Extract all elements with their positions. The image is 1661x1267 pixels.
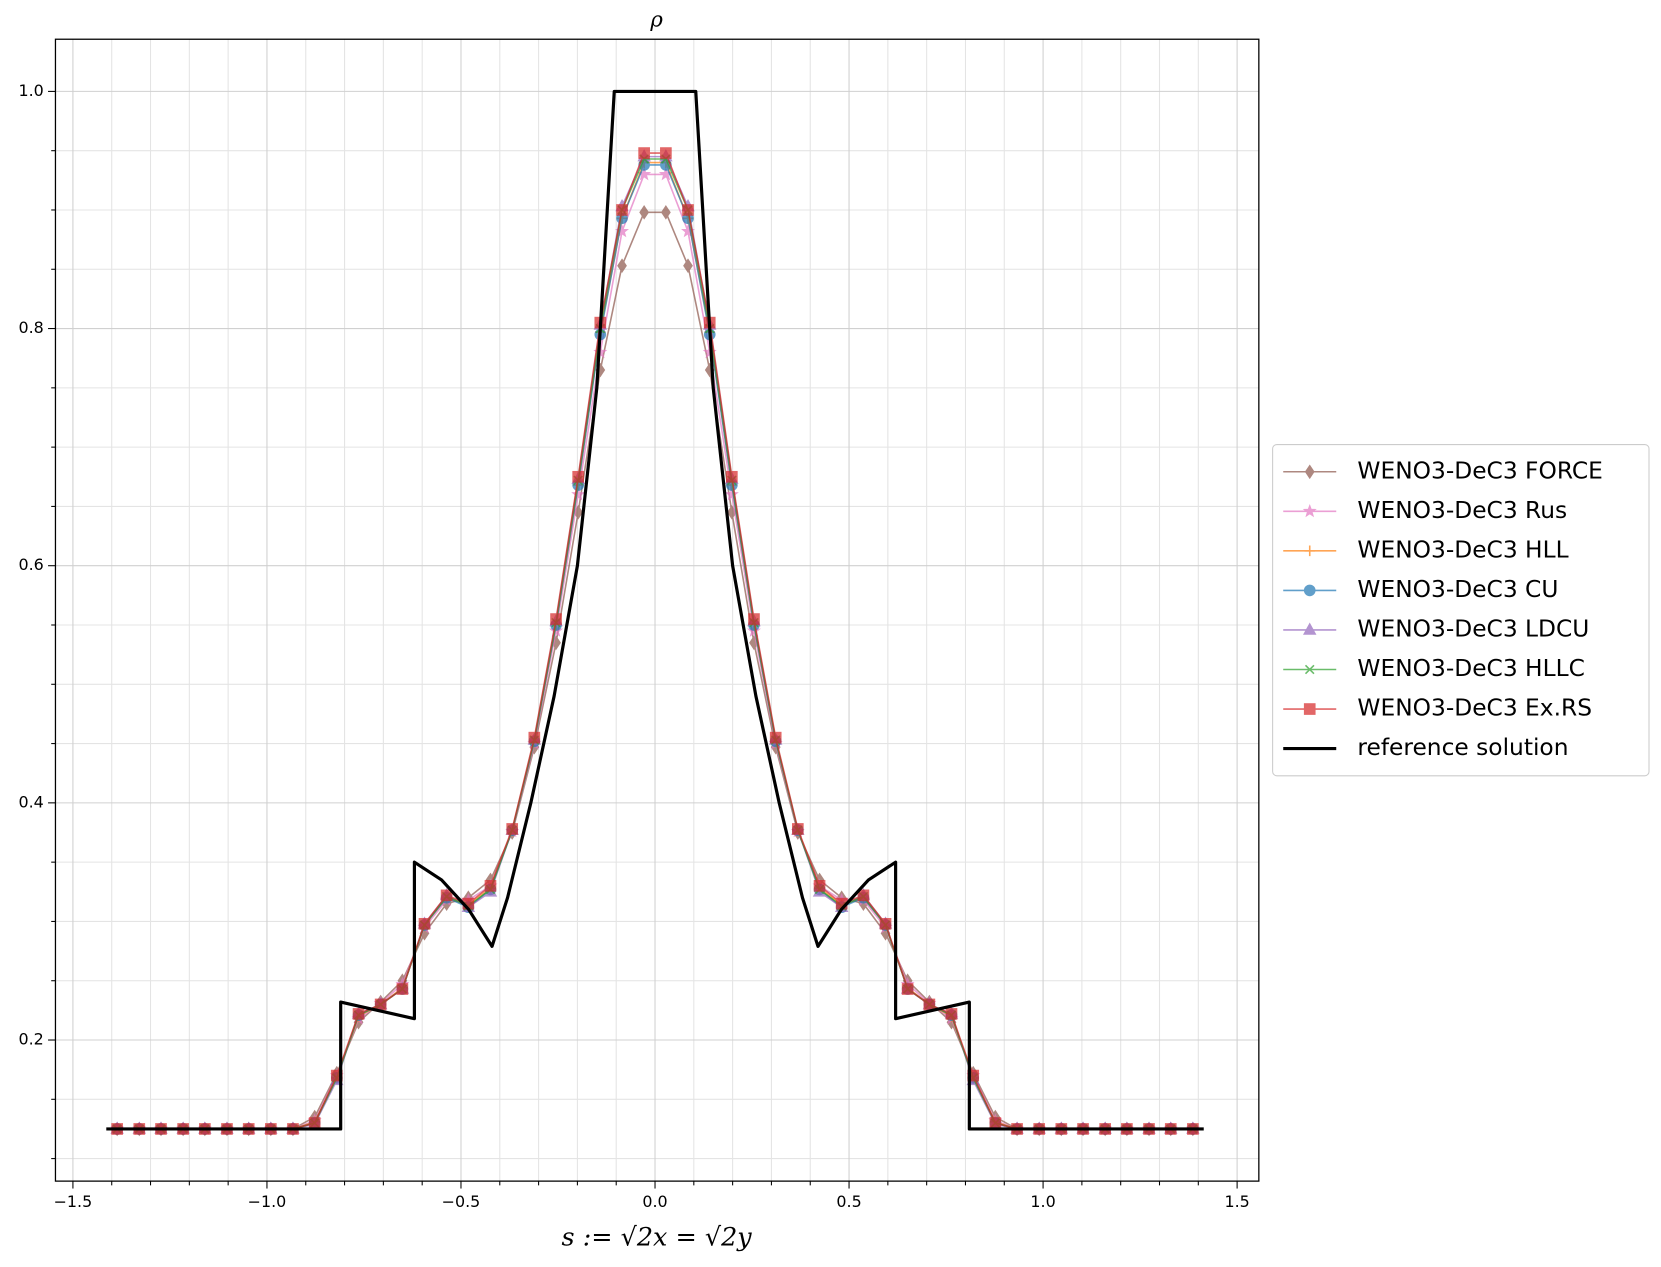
marker	[989, 1117, 1002, 1129]
marker	[352, 1008, 365, 1020]
marker	[418, 917, 431, 930]
x-tick-label: −0.5	[442, 1192, 481, 1211]
marker	[550, 613, 562, 625]
legend-item	[1283, 503, 1337, 518]
marker	[923, 998, 936, 1011]
plot-frame	[54, 38, 1260, 1182]
marker	[813, 880, 826, 892]
marker	[1302, 503, 1317, 518]
legend-item	[1283, 664, 1337, 675]
y-tick-label: 0.8	[19, 318, 44, 337]
marker	[1304, 464, 1315, 480]
marker	[638, 147, 650, 159]
legend-box	[1272, 444, 1650, 777]
legend-label: WENO3-DeC3 FORCE	[1357, 457, 1602, 484]
marker	[484, 880, 497, 892]
marker	[1304, 545, 1316, 557]
marker	[374, 998, 387, 1011]
marker	[791, 823, 804, 835]
marker	[616, 204, 628, 216]
marker	[617, 258, 627, 274]
series-line	[106, 89, 1204, 1131]
legend-label: WENO3-DeC3 HLL	[1357, 536, 1568, 563]
legend-item	[1283, 703, 1337, 715]
x-tick-label: 1.5	[1224, 1192, 1249, 1211]
marker	[572, 470, 585, 483]
marker	[857, 889, 870, 902]
legend-label: WENO3-DeC3 Rus	[1357, 497, 1567, 524]
marker	[1303, 622, 1317, 635]
marker	[660, 147, 672, 159]
y-tick-label: 0.2	[19, 1030, 44, 1049]
marker	[1303, 703, 1316, 715]
marker	[506, 823, 519, 835]
marker	[724, 487, 739, 501]
marker	[682, 204, 694, 216]
x-tick-label: 1.0	[1030, 1192, 1055, 1211]
x-axis-label: s := √2x = √2y	[562, 1221, 753, 1251]
legend-item	[1283, 622, 1337, 635]
legend-item	[1283, 545, 1337, 557]
legend-item	[1283, 464, 1337, 480]
marker	[769, 731, 782, 744]
marker	[945, 1008, 958, 1020]
marker	[440, 889, 453, 902]
marker	[1303, 584, 1316, 597]
marker	[879, 917, 892, 930]
legend-label: WENO3-DeC3 HLLC	[1357, 655, 1584, 682]
y-tick-label: 1.0	[19, 81, 44, 100]
legend-label: WENO3-DeC3 CU	[1357, 576, 1558, 603]
marker	[571, 487, 586, 501]
marker	[1304, 664, 1315, 675]
legend-label: WENO3-DeC3 Ex.RS	[1357, 695, 1592, 722]
marker	[661, 205, 671, 220]
marker	[726, 470, 738, 483]
legend-label: WENO3-DeC3 LDCU	[1357, 615, 1589, 642]
marker	[639, 205, 650, 220]
x-tick-label: −1.0	[248, 1192, 287, 1211]
marker	[308, 1117, 321, 1129]
legend-label: reference solution	[1357, 734, 1568, 761]
marker	[683, 258, 693, 274]
legend-item	[1283, 584, 1337, 597]
chart-title: ρ	[649, 7, 663, 32]
marker	[748, 613, 760, 625]
y-tick-label: 0.6	[19, 555, 44, 574]
marker	[528, 731, 541, 744]
marker	[901, 983, 914, 995]
series	[106, 89, 1204, 1131]
x-tick-label: 0.5	[836, 1192, 861, 1211]
x-tick-label: −1.5	[54, 1192, 93, 1211]
y-tick-label: 0.4	[19, 792, 44, 811]
marker	[396, 983, 409, 995]
x-tick-label: 0.0	[642, 1192, 667, 1211]
